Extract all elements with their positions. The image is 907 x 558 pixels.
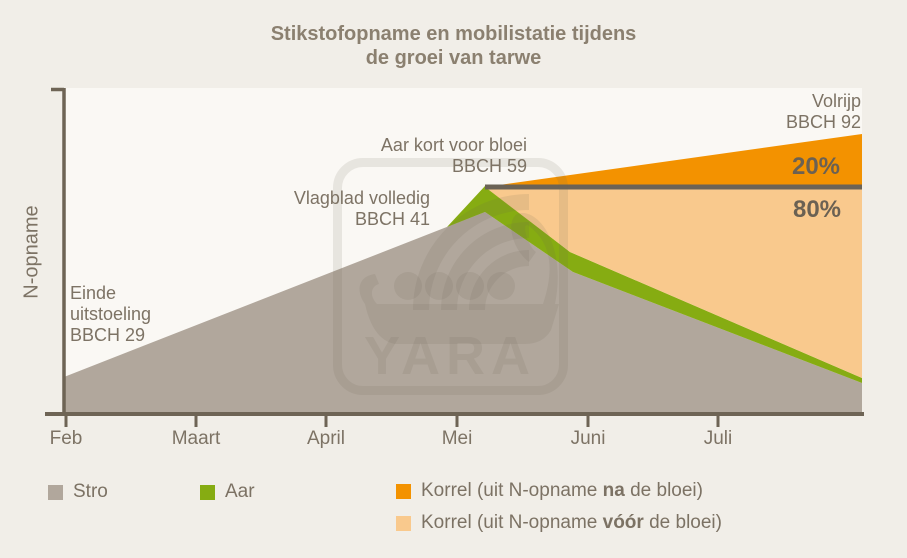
milestone-label: Vlagblad volledig [293,188,430,208]
milestone-bbch: BBCH 29 [70,325,146,345]
milestone-bbch: BBCH 92 [785,112,861,132]
aar-swatch-icon [200,484,215,500]
page-title: Stikstofopname en mobilistatie tijdens d… [0,22,907,70]
x-tick-label-april: April [306,428,346,449]
legend-label: Korrel (uit N-opname vóór de bloei) [421,512,722,533]
y-axis-label: N-opname [20,205,43,299]
legend-item-stro: Stro [48,481,108,503]
x-tick-label-feb: Feb [49,428,83,449]
yara-watermark-text: YARA [364,326,536,386]
korrel-voor-swatch-icon [396,515,411,531]
stro-area [64,212,862,412]
milestone-volrijp: Volrijp BBCH 92 [786,91,861,133]
legend-item-korrel-voor: Korrel (uit N-opname vóór de bloei) [396,512,722,534]
percent-na-bloei: 20% [791,153,841,180]
legend-item-aar: Aar [200,481,255,503]
milestone-label: Volrijp [811,91,861,111]
percent-voor-bloei: 80% [792,196,842,223]
milestone-label: Aar kort voor bloei [380,135,527,155]
yara-watermark: YARA [333,158,568,395]
korrel-na-swatch-icon [396,483,411,499]
milestone-aar-kort-voor-bloei: Aar kort voor bloei BBCH 59 [381,135,527,177]
x-tick-label-juli: Juli [703,428,733,449]
yara-logo-icon: YARA [359,194,559,386]
x-axis-ticks [64,416,720,427]
milestone-bbch: BBCH 59 [451,156,527,176]
legend-label: Korrel (uit N-opname na de bloei) [421,480,703,501]
legend-item-korrel-na: Korrel (uit N-opname na de bloei) [396,480,703,502]
milestone-label: Einde [70,283,117,303]
milestone-vlagblad-volledig: Vlagblad volledig BBCH 41 [294,188,430,230]
milestone-einde-uitstoeling: Einde uitstoeling BBCH 29 [70,283,151,346]
aar-area [447,186,862,383]
korrel-na-area [485,134,862,187]
legend-label: Aar [225,481,255,502]
korrel-voor-area [485,187,862,378]
milestone-bbch: BBCH 41 [354,209,430,229]
legend-label: Stro [73,481,108,502]
x-tick-label-maart: Maart [171,428,221,449]
stro-swatch-icon [48,484,63,500]
x-tick-label-juni: Juni [570,428,606,449]
x-tick-label-mei: Mei [441,428,473,449]
milestone-label: uitstoeling [70,304,152,324]
title-line-2: de groei van tarwe [365,47,542,69]
title-line-1: Stikstofopname en mobilistatie tijdens [270,23,637,45]
